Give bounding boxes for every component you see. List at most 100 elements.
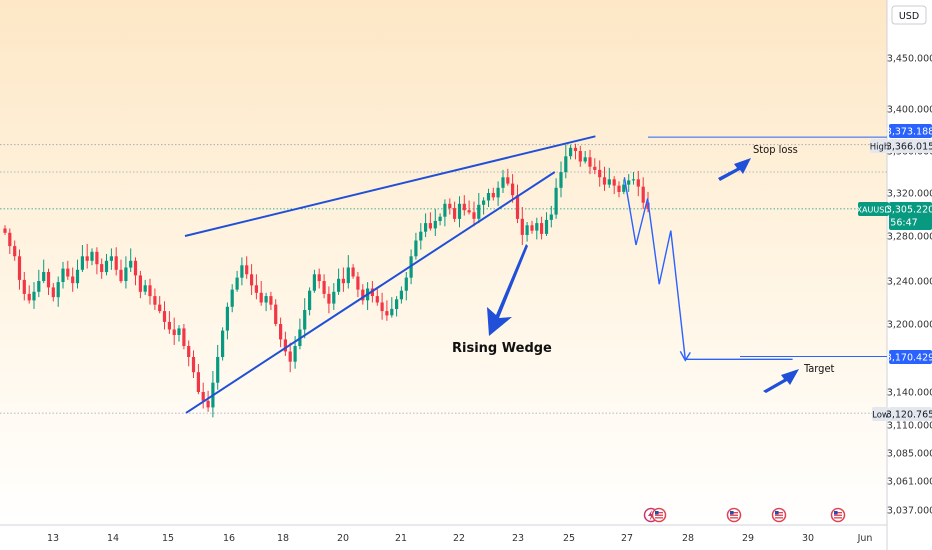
candle-up [235, 277, 239, 290]
currency-box[interactable] [891, 5, 927, 25]
target-label: Target [803, 362, 835, 375]
event-markers[interactable] [643, 507, 846, 523]
candle-down [148, 285, 152, 297]
candle-down [274, 304, 278, 324]
pattern-label: Rising Wedge [452, 341, 552, 356]
time-tick-label: 15 [162, 533, 174, 544]
price-tick-label: 3,280.000 [887, 232, 932, 243]
wedge-upper-trendline[interactable] [184, 135, 596, 237]
candle-down [341, 278, 345, 284]
candle-up [544, 219, 549, 234]
candle-up [525, 225, 529, 235]
stop-level-value: 3,373.188 [886, 127, 932, 138]
candle-down [27, 293, 31, 301]
candle-up [312, 274, 316, 291]
time-tick-label: Jun [857, 533, 873, 544]
low-value-tag [889, 407, 932, 421]
candle-up [303, 310, 307, 330]
candle-down [158, 304, 162, 312]
candle-down [250, 274, 254, 286]
candle-up [457, 203, 462, 219]
price-tick-label: 3,085.000 [887, 449, 932, 460]
candle-up [32, 291, 36, 301]
low-label-tag [872, 407, 889, 421]
candle-down [612, 179, 616, 186]
candle-up [124, 267, 128, 281]
candle-down [588, 157, 592, 167]
candle-down [167, 321, 171, 330]
candle-down [530, 225, 534, 231]
candle-down [593, 166, 597, 170]
candle-down [636, 179, 640, 187]
us-flag-icon[interactable] [651, 507, 667, 523]
time-axis-ticks: 13 14 15 16 18 20 21 22 23 25 27 28 29 30 Jun [47, 533, 872, 544]
us-flag-icon[interactable] [830, 507, 846, 523]
us-flag-icon[interactable] [726, 507, 742, 523]
candle-down [17, 256, 22, 280]
plot-background [0, 0, 887, 525]
time-tick-label: 29 [742, 533, 754, 544]
candle-up [627, 180, 631, 185]
candle-up [37, 281, 41, 292]
candle-down [13, 246, 17, 257]
candle-down [520, 218, 524, 235]
candle-up [337, 278, 341, 292]
candle-down [172, 329, 176, 335]
target-level-value: 3,170.429 [886, 353, 932, 364]
candle-down [491, 193, 495, 198]
price-tick-label: 3,400.000 [887, 105, 932, 116]
level-lines [0, 136, 887, 414]
candle-up [90, 251, 94, 261]
candle-down [578, 151, 582, 162]
candle-down [472, 212, 476, 219]
candle-down [3, 228, 7, 233]
stop-level-tag [889, 124, 932, 138]
candle-down [201, 392, 205, 401]
price-tick-label: 3,061.000 [887, 477, 932, 488]
candle-down [380, 302, 384, 312]
candle-down [245, 265, 249, 275]
price-tick-label: 3,320.000 [887, 189, 932, 200]
candles [3, 143, 650, 418]
time-axis-background [0, 525, 887, 550]
time-tick-label: 20 [337, 533, 349, 544]
candle-down [385, 311, 389, 316]
candle-down [448, 203, 452, 209]
us-flag-icon[interactable] [771, 507, 787, 523]
time-tick-label: 18 [277, 533, 289, 544]
candle-down [22, 279, 26, 294]
candle-up [308, 290, 312, 310]
candle-up [482, 200, 486, 205]
candle-down [428, 223, 432, 229]
symbol-tag [858, 202, 889, 216]
wedge-lower-trendline[interactable] [185, 171, 556, 414]
candle-up [230, 289, 234, 307]
candle-down [153, 296, 157, 305]
candle-up [80, 256, 84, 270]
candle-down [8, 232, 12, 247]
target-level-tag [889, 350, 932, 364]
candle-up [486, 193, 491, 201]
candle-down [598, 169, 602, 178]
candle-down [327, 293, 331, 304]
candle-up [56, 282, 60, 298]
current-price-value: 3,305.220 [886, 205, 932, 216]
candle-down [617, 185, 621, 192]
candle-up [414, 240, 418, 257]
target-arrow-icon [763, 369, 799, 393]
candle-up [109, 256, 113, 261]
candle-up [554, 187, 558, 215]
candle-down [51, 287, 55, 298]
candle-up [390, 308, 394, 316]
price-tick-label: 3,200.000 [887, 320, 932, 331]
currency-label: USD [899, 11, 919, 22]
candle-up [346, 267, 350, 284]
candle-down [356, 276, 360, 290]
candle-up [535, 223, 539, 231]
candle-up [477, 204, 481, 219]
time-tick-label: 27 [621, 533, 633, 544]
candle-up [404, 277, 408, 291]
high-value-tag [889, 139, 932, 153]
candle-down [133, 260, 138, 276]
